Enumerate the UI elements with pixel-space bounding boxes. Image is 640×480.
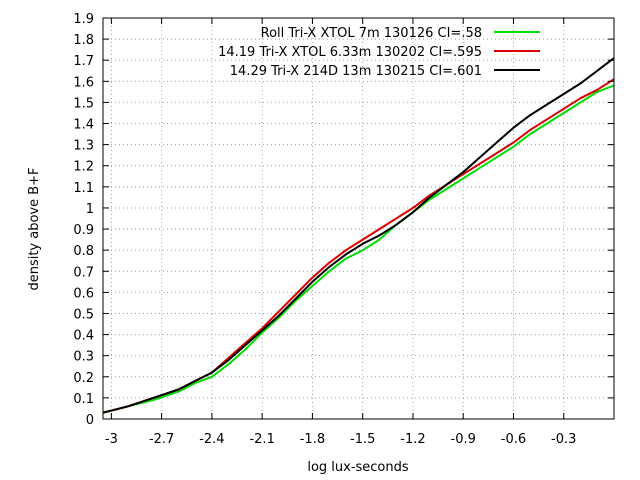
x-tick-label: -2.1 [249,432,274,447]
legend: Roll Tri-X XTOL 7m 130126 CI=.58 14.19 Tr… [218,26,540,79]
y-tick-label: 0.3 [73,350,94,365]
y-tick-label: 1.9 [73,12,94,27]
series-line-3 [102,57,615,414]
series-line-1 [102,84,615,414]
y-tick-label: 1.3 [73,139,94,154]
y-tick-label: 1.5 [73,96,94,111]
y-tick-label: 0 [86,413,94,428]
y-tick-label: 1.1 [73,181,94,196]
x-tick-label: -0.3 [551,432,576,447]
y-tick-label: 1.7 [73,54,94,69]
x-tick-label: -2.7 [149,432,174,447]
x-axis: -3 -2.7 -2.4 -2.1 -1.8 -1.5 -1.2 -0.9 -0.6 -0.3 [105,18,576,447]
y-tick-label: 1.6 [73,75,94,90]
y-tick-label: 0.1 [73,392,94,407]
y-tick-label: 0.7 [73,265,94,280]
legend-label-3: 14.29 Tri-X 214D 13m 130215 CI=.601 [230,64,482,79]
legend-label-1: Roll Tri-X XTOL 7m 130126 CI=.58 [261,26,482,41]
x-tick-label: -1.8 [300,432,325,447]
x-tick-label: -1.2 [400,432,425,447]
y-tick-label: 1.4 [73,118,94,133]
y-axis: 0 0.1 0.2 0.3 0.4 0.5 0.6 0.7 0.8 0.9 1 1.1 1.2 1.3 1.… [73,12,614,428]
y-tick-label: 1 [86,202,94,217]
x-tick-label: -0.6 [501,432,526,447]
x-tick-label: -3 [105,432,118,447]
grid [103,18,614,419]
y-tick-label: 0.9 [73,223,94,238]
x-tick-label: -2.4 [199,432,224,447]
x-tick-label: -0.9 [451,432,476,447]
y-tick-label: 0.2 [73,371,94,386]
y-tick-label: 0.8 [73,244,94,259]
y-tick-label: 0.5 [73,307,94,322]
y-tick-label: 0.6 [73,286,94,301]
plot-frame [102,17,615,420]
y-tick-label: 1.8 [73,33,94,48]
plot-series [102,57,615,414]
y-tick-label: 1.2 [73,160,94,175]
x-tick-label: -1.5 [350,432,375,447]
y-tick-label: 0.4 [73,329,94,344]
legend-label-2: 14.19 Tri-X XTOL 6.33m 130202 CI=.595 [218,45,482,60]
y-axis-label: density above B+F [27,167,42,290]
x-axis-label: log lux-seconds [307,460,409,475]
